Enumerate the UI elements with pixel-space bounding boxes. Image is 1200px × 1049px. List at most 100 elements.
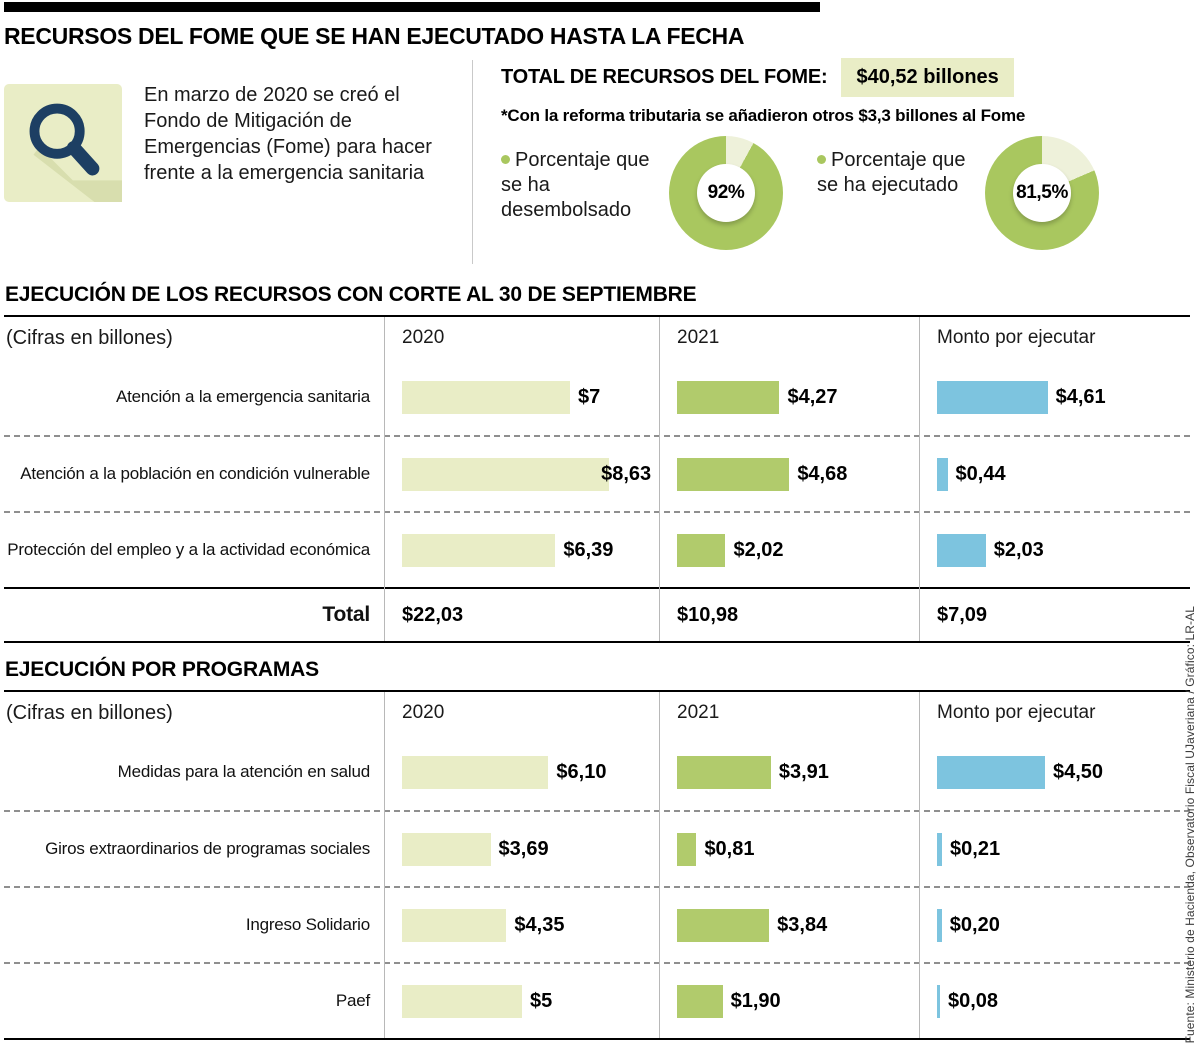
total-row: TOTAL DE RECURSOS DEL FOME: $40,52 billo… (501, 58, 1200, 97)
total-value: $10,98 (677, 603, 739, 626)
bar-cell-monto: $0,21 (919, 832, 1190, 866)
bar-value: $5 (530, 989, 553, 1012)
bar-cell-monto: $4,50 (919, 755, 1190, 789)
bar-cell-monto: $2,03 (919, 533, 1190, 567)
table-row: Protección del empleo y a la actividad e… (4, 511, 1190, 587)
bar-monto (937, 984, 940, 1018)
column-divider (384, 692, 385, 1038)
section-title-recursos: EJECUCIÓN DE LOS RECURSOS CON CORTE AL 3… (5, 283, 697, 306)
bar-cell-2021: $3,84 (659, 908, 919, 942)
bar-cell-2021: $4,68 (659, 457, 919, 491)
bar-cell-monto: $0,44 (919, 457, 1190, 491)
column-header-monto: Monto por ejecutar (937, 702, 1096, 723)
bar-2020 (402, 984, 522, 1018)
header-section: En marzo de 2020 se creó el Fondo de Mit… (4, 56, 1200, 268)
bar-2021 (677, 908, 770, 942)
bar-value: $1,90 (730, 989, 781, 1012)
table-row: Atención a la emergencia sanitaria $7 $4… (4, 359, 1190, 435)
bar-monto (937, 832, 943, 866)
bar-2021 (677, 457, 790, 491)
bar-2020 (402, 380, 570, 414)
bar-monto (937, 457, 948, 491)
bar-cell-monto: $0,08 (919, 984, 1190, 1018)
total-cell-monto: $7,09 (919, 604, 1190, 627)
top-accent-bar (4, 2, 820, 12)
bar-cell-2020: $6,10 (384, 755, 659, 789)
total-cell-2021: $10,98 (659, 604, 919, 627)
column-divider (919, 317, 920, 641)
row-label: Ingreso Solidario (245, 915, 370, 934)
bar-cell-2021: $4,27 (659, 380, 919, 414)
donut-value: 92% (707, 182, 745, 203)
bar-cell-2021: $0,81 (659, 832, 919, 866)
bar-value: $7 (578, 385, 601, 408)
totals-block: TOTAL DE RECURSOS DEL FOME: $40,52 billo… (473, 56, 1200, 268)
bar-2021 (677, 755, 771, 789)
bar-2021 (677, 533, 726, 567)
bar-2021 (677, 832, 697, 866)
bar-cell-2020: $4,35 (384, 908, 659, 942)
column-header-2021: 2021 (677, 702, 720, 723)
bar-table-recursos: (Cifras en billones) 2020 2021 Monto por… (4, 315, 1190, 643)
bar-monto (937, 533, 986, 567)
bar-monto (937, 380, 1048, 414)
column-header-2020: 2020 (402, 702, 445, 723)
bar-cell-2020: $7 (384, 380, 659, 414)
bar-value: $4,50 (1053, 760, 1104, 783)
table-row: Paef $5 $1,90 $0,08 (4, 962, 1190, 1038)
bar-value: $3,91 (778, 760, 829, 783)
donut-charts: Porcentaje que se ha desembolsado 92% Po… (501, 136, 1200, 250)
bar-value: $4,68 (797, 462, 848, 485)
donut-label-text: Porcentaje que se ha desembolsado (501, 149, 650, 222)
table-row: Medidas para la atención en salud $6,10 … (4, 734, 1190, 810)
total-value: $22,03 (402, 603, 464, 626)
intro-text: En marzo de 2020 se creó el Fondo de Mit… (144, 84, 432, 184)
total-row-label: Total (322, 603, 370, 626)
bar-cell-2021: $3,91 (659, 755, 919, 789)
donut-chart-desembolsado: 92% (669, 136, 783, 250)
bar-value: $6,10 (556, 760, 607, 783)
bar-value: $4,61 (1055, 385, 1106, 408)
source-credit: Fuente: Ministerio de Hacienda, Observat… (1183, 605, 1197, 1043)
column-divider (919, 692, 920, 1038)
table-header-row: (Cifras en billones) 2020 2021 Monto por… (4, 317, 1190, 359)
column-header-monto: Monto por ejecutar (937, 327, 1096, 348)
table-header-row: (Cifras en billones) 2020 2021 Monto por… (4, 692, 1190, 734)
bar-2021 (677, 380, 780, 414)
bar-2020 (402, 908, 507, 942)
column-header-2020: 2020 (402, 327, 445, 348)
bar-value: $2,02 (733, 538, 784, 561)
total-label: TOTAL DE RECURSOS DEL FOME: (501, 66, 828, 88)
bar-value: $4,27 (787, 385, 838, 408)
bar-2020 (402, 832, 491, 866)
bar-2020 (402, 457, 610, 491)
table-row: Atención a la población en condición vul… (4, 435, 1190, 511)
table-total-row: Total $22,03 $10,98 $7,09 (4, 587, 1190, 641)
row-label: Medidas para la atención en salud (117, 762, 371, 781)
bar-value: $0,21 (950, 837, 1001, 860)
bar-cell-monto: $0,20 (919, 908, 1190, 942)
donut-chart-ejecutado: 81,5% (985, 136, 1099, 250)
bar-cell-2021: $2,02 (659, 533, 919, 567)
row-label: Atención a la población en condición vul… (20, 464, 370, 483)
bar-cell-2020: $5 (384, 984, 659, 1018)
bar-cell-2020: $3,69 (384, 832, 659, 866)
page-title: RECURSOS DEL FOME QUE SE HAN EJECUTADO H… (4, 23, 745, 49)
donut-block-ejecutado: Porcentaje que se ha ejecutado 81,5% (817, 136, 1099, 250)
bar-2020 (402, 533, 556, 567)
donut-label-text: Porcentaje que se ha ejecutado (817, 149, 966, 197)
bar-cell-2020: $6,39 (384, 533, 659, 567)
header-divider (472, 60, 473, 264)
bar-value: $8,63 (601, 462, 652, 485)
magnifier-icon (4, 84, 122, 202)
table-row: Ingreso Solidario $4,35 $3,84 $0,20 (4, 886, 1190, 962)
bar-value: $2,03 (993, 538, 1044, 561)
bar-2020 (402, 755, 549, 789)
row-label: Atención a la emergencia sanitaria (115, 387, 370, 406)
bar-value: $3,84 (777, 913, 828, 936)
total-cell-2020: $22,03 (384, 604, 659, 627)
bar-cell-2021: $1,90 (659, 984, 919, 1018)
intro-block: En marzo de 2020 se creó el Fondo de Mit… (4, 56, 472, 268)
bar-cell-2020: $8,63 (384, 457, 659, 491)
